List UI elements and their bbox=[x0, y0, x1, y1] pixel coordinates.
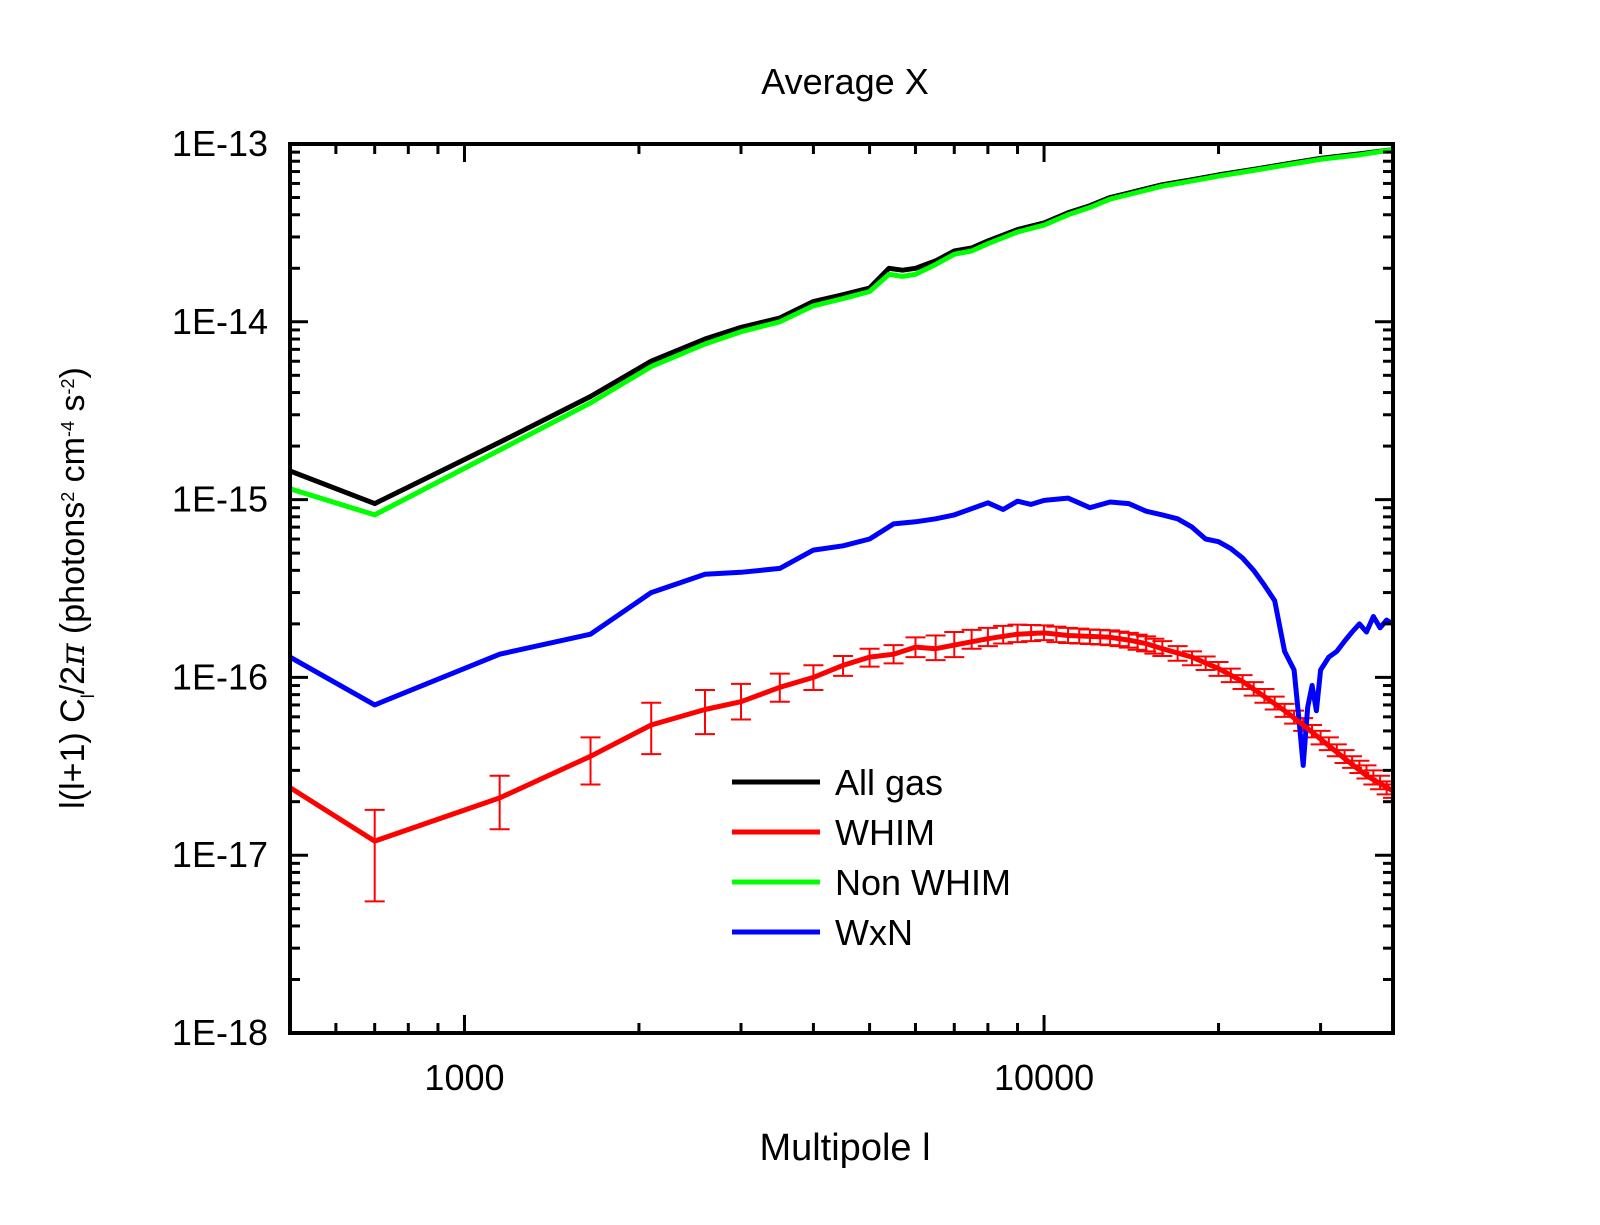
tick-labels: 1000 10000 1E-13 1E-14 1E-15 1E-16 1E-17 1E-18 bbox=[172, 123, 1094, 1098]
error-bar bbox=[364, 808, 385, 903]
y-axis-label: l(l+1) Cl/2π (photons2 cm-4 s-2) bbox=[53, 367, 98, 809]
series-line-non-whim bbox=[290, 147, 1393, 518]
y-tick-label: 1E-14 bbox=[172, 301, 268, 342]
legend-label: WHIM bbox=[835, 812, 935, 853]
y-tick-label: 1E-18 bbox=[172, 1012, 268, 1053]
legend-label: All gas bbox=[835, 762, 943, 803]
series-lines bbox=[290, 147, 1393, 844]
y-tick-label: 1E-17 bbox=[172, 834, 268, 875]
legend-item-non-whim: Non WHIM bbox=[732, 862, 1011, 903]
series-line-wxn bbox=[290, 495, 1393, 768]
x-tick-label: 1000 bbox=[424, 1057, 504, 1098]
legend: All gas WHIM Non WHIM WxN bbox=[732, 762, 1011, 953]
x-axis-label: Multipole l bbox=[759, 1127, 930, 1169]
y-tick-label: 1E-15 bbox=[172, 479, 268, 520]
legend-label: WxN bbox=[835, 912, 913, 953]
axis-ticks bbox=[288, 142, 1395, 1035]
x-tick-label: 10000 bbox=[994, 1057, 1094, 1098]
chart-title: Average X bbox=[761, 61, 928, 102]
legend-item-wxn: WxN bbox=[732, 912, 913, 953]
error-bar bbox=[641, 701, 662, 756]
legend-item-all-gas: All gas bbox=[732, 762, 943, 803]
plot-frame bbox=[288, 142, 1395, 1035]
y-tick-label: 1E-16 bbox=[172, 656, 268, 697]
error-bar bbox=[580, 736, 601, 786]
error-bar bbox=[489, 774, 510, 831]
legend-label: Non WHIM bbox=[835, 862, 1011, 903]
y-tick-label: 1E-13 bbox=[172, 123, 268, 164]
legend-item-whim: WHIM bbox=[732, 812, 935, 853]
series-line-whim bbox=[290, 630, 1393, 844]
series-line-all-gas bbox=[290, 147, 1393, 507]
